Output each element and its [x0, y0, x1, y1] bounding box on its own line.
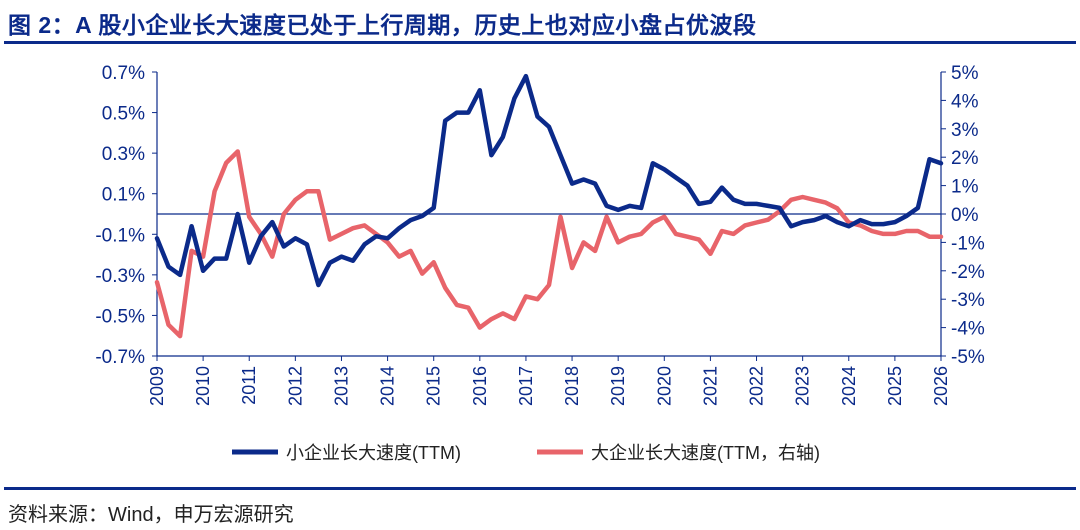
series-lines [154, 73, 944, 339]
x-tick-label: 2020 [654, 366, 674, 406]
x-tick-label: 2021 [700, 366, 720, 406]
left-tick-label: -0.7% [95, 347, 145, 368]
source-note: 资料来源：Wind，申万宏源研究 [8, 504, 294, 526]
left-tick-label: -0.1% [95, 225, 145, 246]
left-tick-label: -0.5% [95, 306, 145, 327]
title-divider [4, 41, 1076, 44]
left-tick-label: 0.7% [102, 63, 145, 84]
x-tick-label: 2023 [793, 366, 813, 406]
left-tick-label: 0.5% [102, 104, 145, 125]
x-axis: 2009 2010 2011 2012 2013 2014 2015 2016 2017 2018… [147, 355, 951, 406]
series-line-small-enterprise [154, 73, 944, 288]
x-tick-label: 2014 [378, 366, 398, 406]
left-tick-label: -0.3% [95, 266, 145, 287]
left-y-axis: 0.7% 0.5% 0.3% 0.1% -0.1% -0.3% -0.5% -0.7% [95, 63, 158, 368]
x-tick-label: 2025 [885, 366, 905, 406]
dual-axis-line-chart: 0.7% 0.5% 0.3% 0.1% -0.1% -0.3% -0.5% -0.7% 5% 4… [95, 63, 985, 463]
right-tick-label: 3% [951, 120, 979, 141]
x-tick-label: 2024 [839, 366, 859, 406]
x-tick-label: 2011 [239, 366, 259, 405]
left-tick-label: 0.3% [102, 144, 145, 165]
right-tick-label: -3% [951, 290, 985, 311]
x-tick-label: 2010 [193, 366, 213, 406]
series-line-large-enterprise [154, 149, 944, 339]
right-tick-label: -2% [951, 262, 985, 283]
right-tick-label: -1% [951, 233, 985, 254]
right-tick-label: -5% [951, 347, 985, 368]
left-tick-label: 0.1% [102, 185, 145, 206]
right-y-axis: 5% 4% 3% 2% 1% 0% -1% -2% -3% -4% -5% [940, 63, 985, 368]
x-tick-label: 2013 [331, 366, 351, 406]
x-tick-label: 2015 [424, 366, 444, 406]
legend-label-large: 大企业长大速度(TTM，右轴) [591, 443, 820, 463]
right-tick-label: 1% [951, 177, 979, 198]
x-tick-label: 2018 [562, 366, 582, 406]
legend: 小企业长大速度(TTM) 大企业长大速度(TTM，右轴) [232, 443, 820, 463]
legend-label-small: 小企业长大速度(TTM) [286, 443, 461, 463]
right-tick-label: 2% [951, 148, 979, 169]
source-divider [4, 487, 1076, 490]
right-tick-label: 4% [951, 91, 979, 112]
x-tick-label: 2019 [608, 366, 628, 406]
right-tick-label: 0% [951, 205, 979, 226]
x-tick-label: 2022 [747, 366, 767, 406]
right-tick-label: 5% [951, 63, 979, 84]
right-tick-label: -4% [951, 319, 985, 340]
chart-title: 图 2：A 股小企业长大速度已处于上行周期，历史上也对应小盘占优波段 [8, 12, 757, 38]
x-tick-label: 2016 [470, 366, 490, 406]
x-tick-label: 2026 [931, 366, 951, 406]
x-tick-label: 2017 [516, 366, 536, 406]
x-tick-label: 2009 [147, 366, 167, 406]
x-tick-label: 2012 [285, 366, 305, 406]
